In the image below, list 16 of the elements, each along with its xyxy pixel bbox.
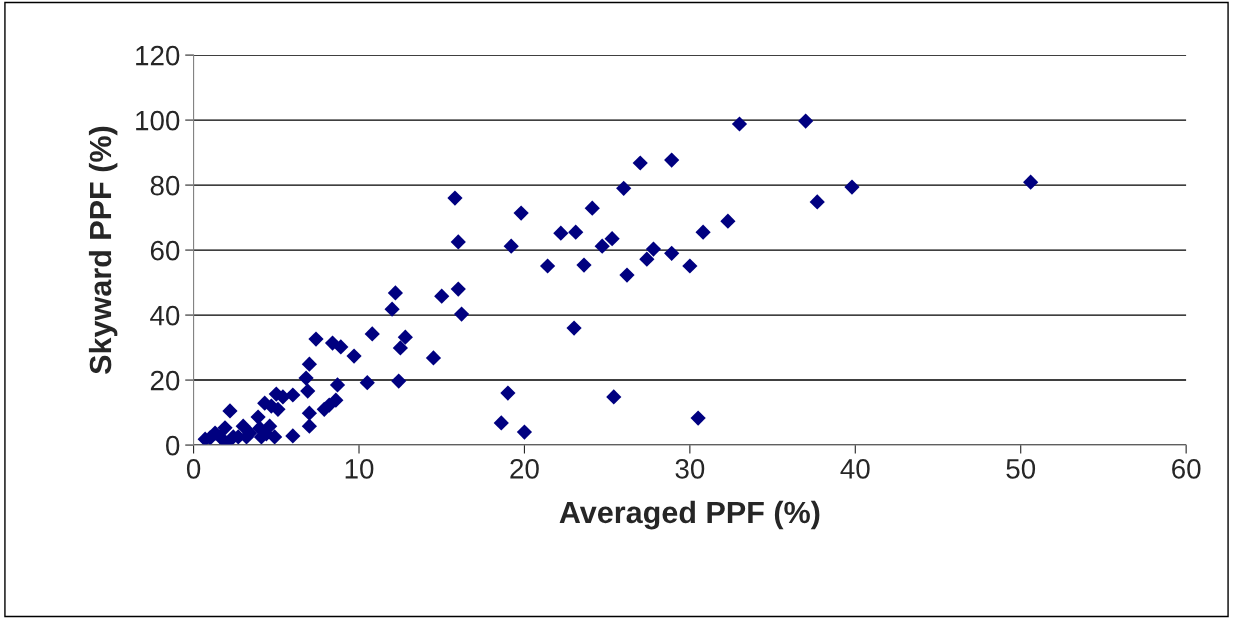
x-tick-label: 60	[1172, 458, 1201, 479]
y-axis-title: Skyward PPF (%)	[88, 126, 118, 374]
x-tick-label: 20	[510, 458, 539, 479]
x-tick-label: 10	[345, 458, 374, 479]
y-tick-label: 0	[166, 435, 180, 456]
y-tick-label: 60	[150, 240, 180, 261]
x-tick-label: 0	[186, 458, 201, 479]
y-tick-label: 80	[150, 175, 180, 196]
x-tick-label: 30	[675, 458, 705, 479]
y-tick-label: 40	[150, 305, 180, 326]
x-tick-label: 50	[1006, 458, 1036, 479]
x-tick-label: 40	[840, 458, 870, 479]
x-axis-title: Averaged PPF (%)	[559, 500, 820, 530]
y-tick-label: 100	[136, 110, 180, 131]
y-tick-label: 20	[150, 370, 180, 391]
y-tick-label: 120	[136, 45, 180, 66]
